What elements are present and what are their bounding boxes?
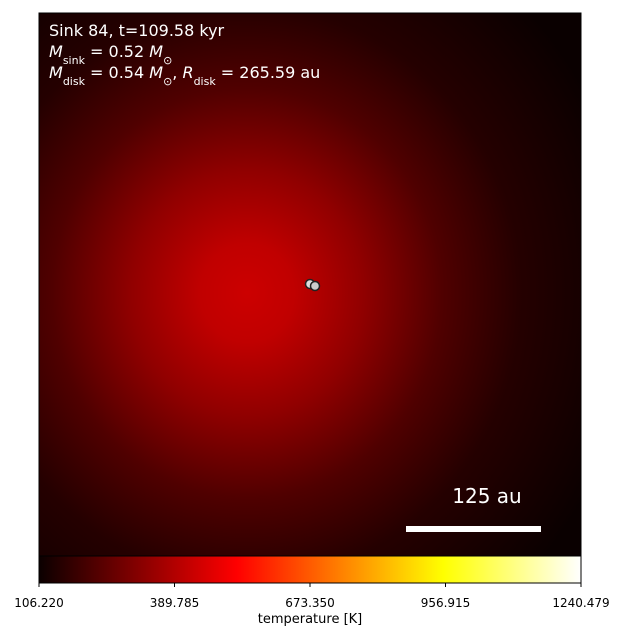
annotation-segment: M <box>149 63 163 82</box>
scale-bar-label: 125 au <box>452 484 521 508</box>
annotation: Mdisk = 0.54 M⊙, Rdisk = 265.59 au <box>49 63 320 88</box>
colorbar-tick-label: 106.220 <box>14 596 64 610</box>
colorbar-label: temperature [K] <box>258 612 363 627</box>
annotation-segment: M <box>149 42 163 61</box>
colorbar-tick-label: 1240.479 <box>552 596 609 610</box>
annotation-segment: = 0.52 <box>85 42 149 61</box>
sink-particle <box>309 280 321 292</box>
colorbar-tick-label: 673.350 <box>285 596 335 610</box>
annotation-segment: ⊙ <box>163 75 172 88</box>
annotation-segment: = 265.59 au <box>216 63 321 82</box>
annotation-segment: , <box>172 63 182 82</box>
annotation-segment: ⊙ <box>163 54 172 67</box>
annotation-segment: R <box>182 63 193 82</box>
colorbar <box>38 555 582 584</box>
colorbar-tick-label: 389.785 <box>150 596 200 610</box>
annotation-segment: = 0.54 <box>85 63 149 82</box>
annotation-segment: M <box>49 63 63 82</box>
annotation: Sink 84, t=109.58 kyr <box>49 21 225 40</box>
annotation-segment: disk <box>63 75 86 88</box>
annotation-segment: sink <box>63 54 86 67</box>
annotation-segment: disk <box>194 75 217 88</box>
colorbar-tick-label: 956.915 <box>421 596 471 610</box>
annotation-segment: Sink 84, t=109.58 kyr <box>49 21 225 40</box>
annotation: Msink = 0.52 M⊙ <box>49 42 172 67</box>
annotation-segment: M <box>49 42 63 61</box>
